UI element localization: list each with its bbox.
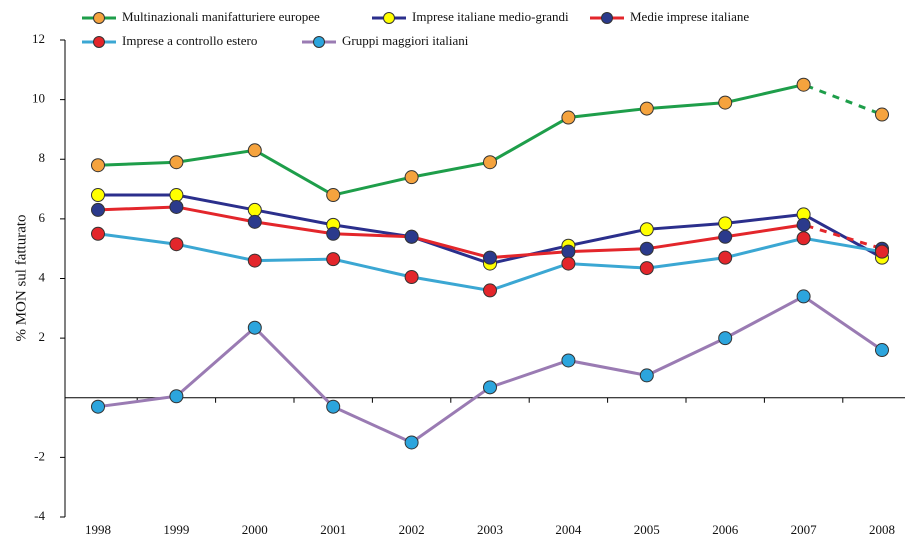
x-tick-label: 2006 [712,522,739,537]
series-line [97,83,883,197]
marker [247,253,262,268]
marker [169,237,184,252]
marker [91,158,105,173]
y-tick-label: 12 [32,31,45,46]
marker [639,261,654,276]
marker [404,170,419,185]
marker [875,244,889,259]
x-tick-label: 2002 [399,522,425,537]
marker [169,199,184,214]
marker [796,231,811,246]
marker [91,188,105,203]
marker [326,188,341,203]
marker [796,77,811,92]
legend-label: Medie imprese italiane [630,9,749,24]
marker [247,202,262,217]
marker [639,241,654,256]
marker [169,389,184,404]
marker [718,95,733,110]
legend-label: Multinazionali manifatturiere europee [122,9,320,24]
marker [326,252,341,267]
series-line [97,294,883,445]
marker [247,320,262,335]
legend-marker [93,12,105,24]
marker [561,110,576,125]
y-tick-label: 4 [39,269,46,284]
marker [718,216,733,231]
legend-marker [313,36,325,48]
marker [639,222,654,237]
x-tick-label: 2008 [869,522,895,537]
marker [561,353,576,368]
x-tick-label: 2000 [242,522,268,537]
y-tick-label: 10 [32,91,45,106]
marker [875,343,889,358]
legend-marker [93,36,105,48]
x-tick-label: 1998 [85,522,111,537]
marker [247,214,262,229]
marker [91,399,105,414]
x-tick-label: 1999 [163,522,189,537]
marker [483,250,497,265]
marker [639,101,654,116]
marker [169,155,184,170]
marker [326,226,341,241]
marker [404,270,419,285]
y-tick-label: 2 [39,329,46,344]
marker [326,399,341,414]
series-line [97,205,883,260]
marker [718,229,733,244]
y-axis-label: % MON sul fatturato [13,214,29,341]
y-tick-label: -2 [34,448,45,463]
marker [483,155,497,170]
marker [483,283,497,298]
x-tick-label: 2005 [634,522,660,537]
y-tick-label: 6 [39,210,46,225]
marker [483,380,497,395]
x-tick-label: 2004 [555,522,582,537]
marker [875,107,889,122]
legend-marker [601,12,613,24]
y-tick-label: -4 [34,508,45,523]
legend-label: Imprese italiane medio-grandi [412,9,569,24]
marker [639,368,654,383]
marker [404,229,419,244]
marker [561,256,576,271]
legend-marker [383,12,395,24]
x-tick-label: 2007 [791,522,818,537]
marker [718,250,733,265]
legend-label: Gruppi maggiori italiani [342,33,469,48]
x-tick-label: 2003 [477,522,503,537]
y-tick-label: 8 [39,150,46,165]
marker [404,435,419,450]
marker [247,143,262,158]
marker [796,289,811,304]
marker [91,226,105,241]
marker [561,244,576,259]
marker [718,331,733,346]
marker [91,202,105,217]
marker [169,188,184,203]
marker [796,217,811,232]
x-tick-label: 2001 [320,522,346,537]
legend-label: Imprese a controllo estero [122,33,257,48]
